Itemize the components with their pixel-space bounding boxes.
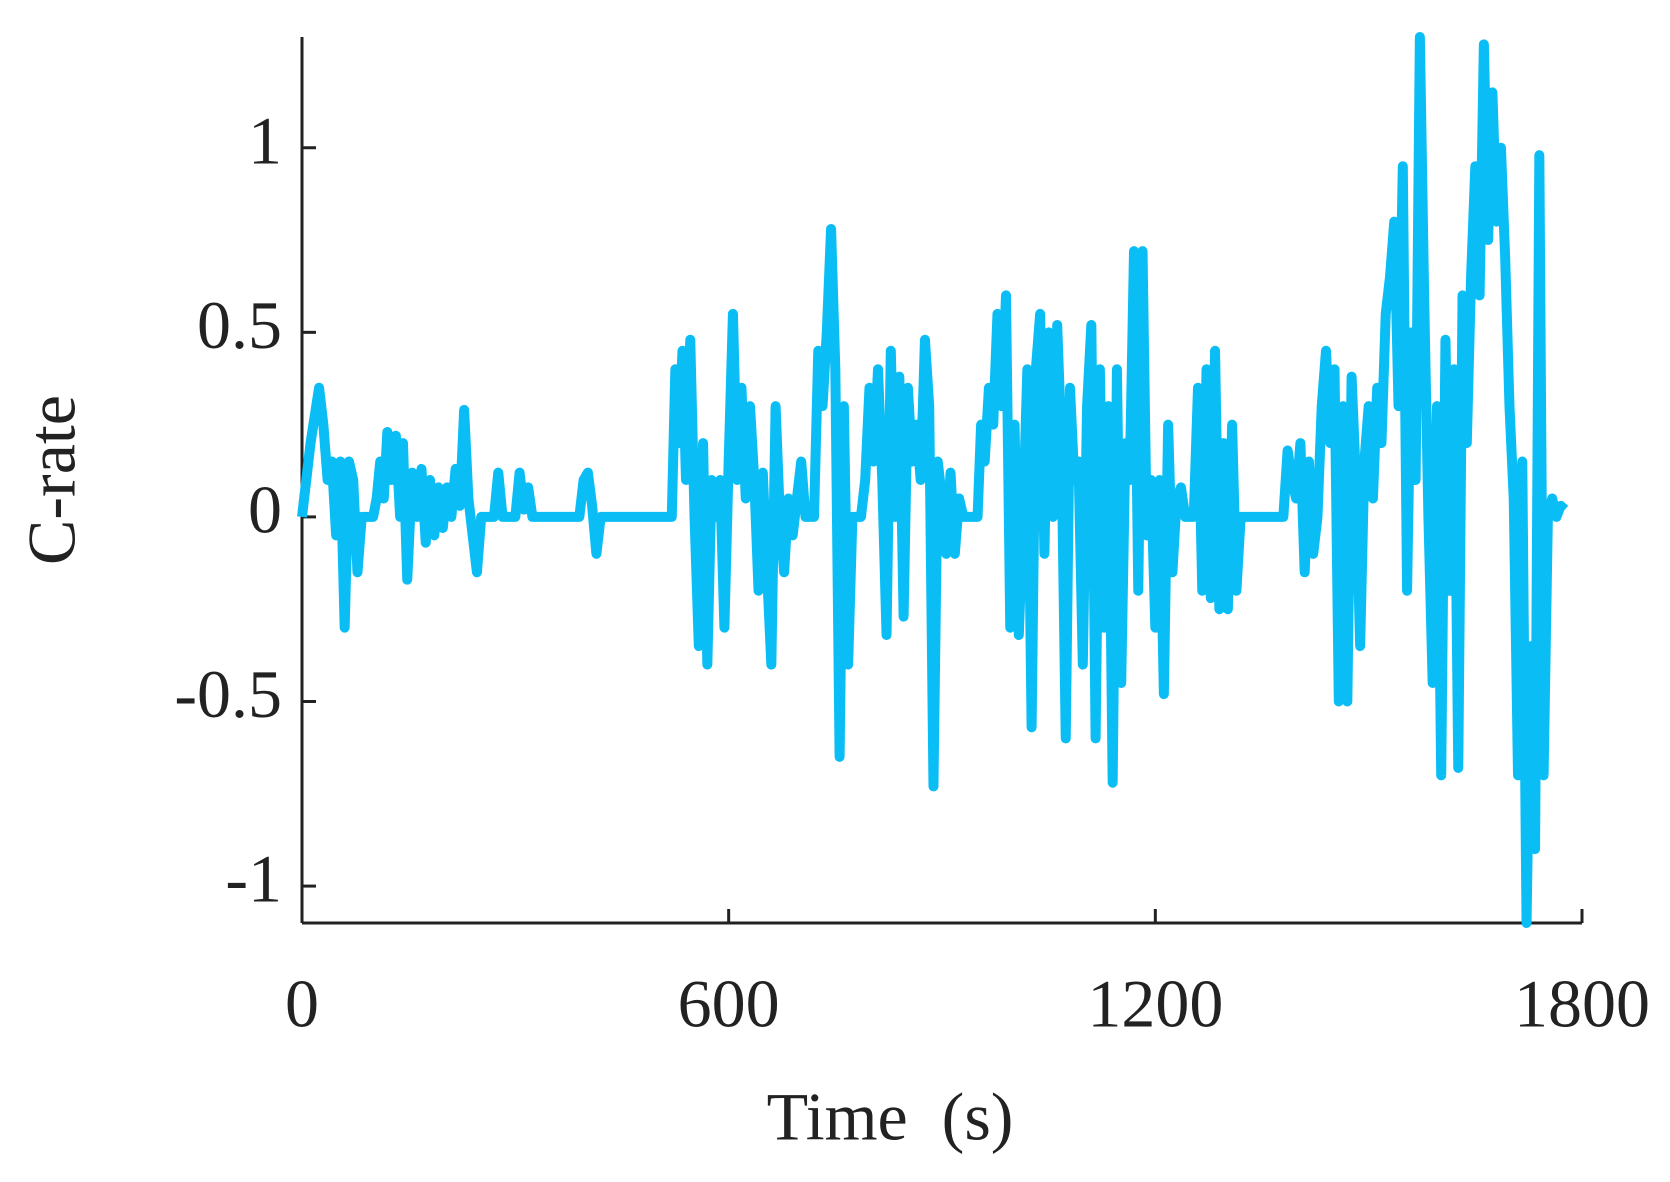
x-tick-label: 0: [285, 966, 319, 1042]
y-tick-label: -0.5: [174, 656, 282, 732]
y-axis-label: C-rate: [14, 395, 90, 565]
x-tick-label: 600: [678, 966, 780, 1042]
x-tick-label: 1200: [1087, 966, 1223, 1042]
y-tick-label: 0: [248, 472, 282, 548]
x-tick-label: 1800: [1514, 966, 1650, 1042]
x-axis-label: Time (s): [767, 1079, 1014, 1155]
y-tick-label: 1: [248, 102, 282, 178]
y-tick-label: -1: [225, 841, 282, 917]
data-line: [297, 32, 1569, 928]
y-tick-label: 0.5: [197, 287, 282, 363]
